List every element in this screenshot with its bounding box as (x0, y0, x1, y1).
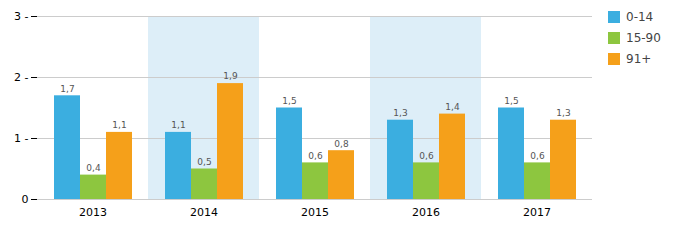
svg-text:0,4: 0,4 (86, 163, 101, 173)
svg-text:1,5: 1,5 (282, 96, 296, 106)
svg-text:0,6: 0,6 (308, 151, 323, 161)
svg-text:0: 0 (22, 193, 29, 206)
svg-text:1,4: 1,4 (445, 102, 460, 112)
svg-text:1,7: 1,7 (60, 84, 74, 94)
svg-text:1,3: 1,3 (556, 108, 570, 118)
svg-text:2016: 2016 (412, 206, 440, 219)
svg-text:0,8: 0,8 (334, 139, 349, 149)
svg-text:2014: 2014 (190, 206, 218, 219)
svg-text:2 -: 2 - (14, 71, 28, 84)
svg-text:2015: 2015 (301, 206, 329, 219)
svg-text:1 -: 1 - (14, 132, 28, 145)
html-text:0-14: 0-14 (626, 10, 654, 24)
svg-text:3 -: 3 - (14, 10, 28, 23)
svg-text:1,1: 1,1 (171, 120, 185, 130)
svg-text:1,3: 1,3 (393, 108, 407, 118)
svg-text:2013: 2013 (79, 206, 107, 219)
svg-text:0,6: 0,6 (419, 151, 434, 161)
svg-text:1,9: 1,9 (223, 71, 238, 81)
svg-text:0,6: 0,6 (530, 151, 545, 161)
html-text:91+: 91+ (626, 52, 652, 66)
svg-text:1,5: 1,5 (504, 96, 518, 106)
svg-text:2017: 2017 (523, 206, 551, 219)
html-text:15-90: 15-90 (626, 31, 661, 45)
svg-text:1,1: 1,1 (112, 120, 126, 130)
svg-text:0,5: 0,5 (197, 157, 211, 167)
